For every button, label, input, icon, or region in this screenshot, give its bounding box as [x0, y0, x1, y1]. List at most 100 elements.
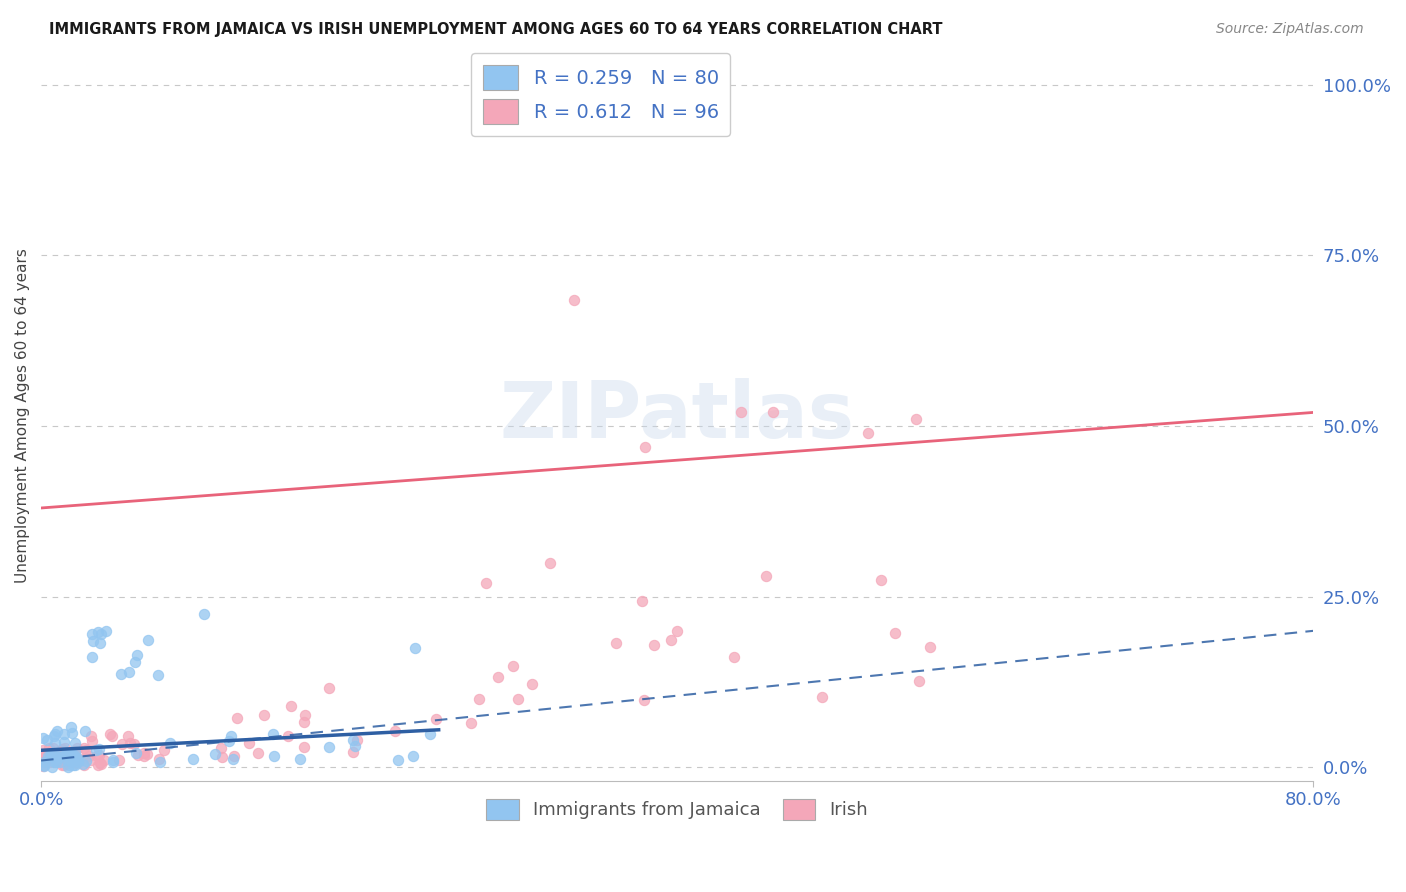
Point: [49, 750, 72, 764]
Point: [384, 723, 406, 738]
Point: [292, 739, 315, 754]
Point: [111, 737, 134, 751]
Point: [55, 756, 77, 770]
Point: [697, 78, 720, 92]
Point: [31, 753, 53, 767]
Point: [419, 727, 441, 741]
Point: [117, 729, 139, 743]
Point: [870, 574, 893, 588]
Point: [72, 756, 94, 771]
Point: [37, 747, 59, 761]
Point: [45, 750, 67, 764]
Point: [73, 741, 96, 756]
Point: [659, 632, 682, 647]
Point: [94, 624, 117, 639]
Point: [253, 707, 276, 722]
Point: [58, 750, 80, 764]
Point: [87, 757, 110, 772]
Point: [132, 747, 155, 761]
Point: [84, 743, 107, 757]
Point: [31, 731, 53, 745]
Point: [49, 746, 72, 760]
Point: [209, 740, 232, 755]
Point: [80, 753, 103, 767]
Point: [59, 720, 82, 734]
Point: [53, 748, 76, 763]
Point: [342, 732, 364, 747]
Point: [31, 751, 53, 765]
Point: [32, 758, 55, 772]
Point: [53, 735, 76, 749]
Point: [181, 752, 204, 766]
Point: [884, 625, 907, 640]
Point: [605, 636, 627, 650]
Point: [56, 753, 79, 767]
Point: [44, 727, 66, 741]
Point: [63, 745, 86, 759]
Point: [60, 755, 83, 769]
Point: [346, 732, 368, 747]
Point: [82, 626, 104, 640]
Point: [159, 736, 181, 750]
Point: [89, 756, 111, 770]
Point: [631, 594, 654, 608]
Point: [318, 739, 340, 754]
Point: [66, 751, 89, 765]
Point: [62, 758, 84, 772]
Point: [460, 716, 482, 731]
Point: [811, 690, 834, 704]
Point: [294, 707, 316, 722]
Point: [101, 729, 124, 743]
Point: [63, 736, 86, 750]
Point: [60, 753, 83, 767]
Point: [262, 726, 284, 740]
Point: [342, 745, 364, 759]
Point: [60, 726, 83, 740]
Point: [72, 752, 94, 766]
Point: [52, 758, 75, 772]
Point: [63, 743, 86, 757]
Point: [247, 746, 270, 760]
Point: [221, 729, 243, 743]
Point: [93, 753, 115, 767]
Point: [98, 727, 121, 741]
Point: [39, 749, 62, 764]
Point: [44, 747, 66, 761]
Point: [53, 727, 76, 741]
Point: [66, 740, 89, 755]
Point: [87, 625, 110, 640]
Point: [80, 733, 103, 747]
Point: [65, 750, 87, 764]
Point: [226, 711, 249, 725]
Point: [222, 752, 245, 766]
Point: [35, 747, 58, 762]
Point: [238, 736, 260, 750]
Point: [292, 714, 315, 729]
Point: [90, 757, 112, 772]
Point: [486, 670, 509, 684]
Point: [110, 666, 132, 681]
Point: [193, 607, 215, 621]
Point: [55, 748, 77, 763]
Point: [62, 749, 84, 764]
Text: ZIPatlas: ZIPatlas: [499, 378, 855, 454]
Point: [48, 750, 70, 764]
Point: [633, 692, 655, 706]
Point: [204, 747, 226, 761]
Point: [31, 743, 53, 757]
Point: [211, 749, 233, 764]
Point: [63, 758, 86, 772]
Point: [127, 747, 149, 762]
Point: [132, 748, 155, 763]
Point: [475, 576, 498, 591]
Point: [89, 636, 111, 650]
Point: [37, 749, 59, 764]
Point: [103, 753, 125, 767]
Point: [48, 756, 70, 770]
Point: [468, 692, 491, 706]
Point: [634, 440, 657, 454]
Point: [108, 753, 131, 767]
Point: [75, 754, 97, 768]
Point: [34, 747, 56, 761]
Point: [218, 733, 240, 747]
